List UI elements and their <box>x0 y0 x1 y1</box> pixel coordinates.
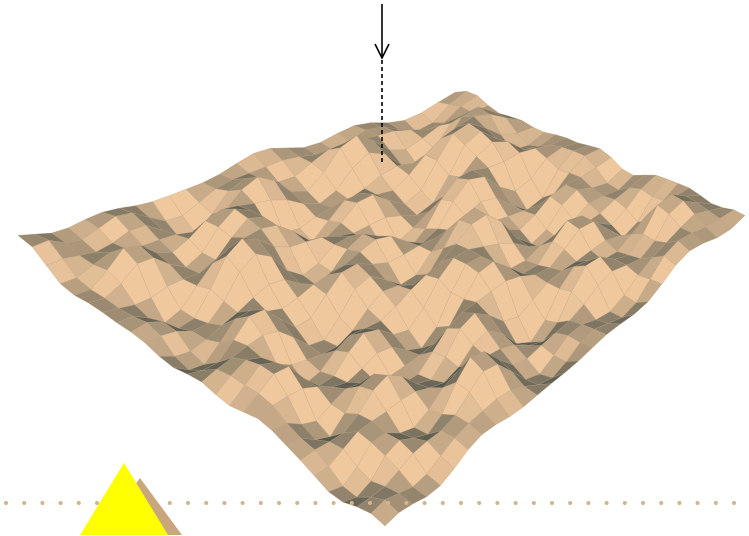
ground-dot <box>258 501 263 505</box>
ground-dot <box>58 501 63 505</box>
ground-dot <box>22 501 27 505</box>
terrain-facet <box>370 499 400 527</box>
terrain-surface <box>17 90 746 527</box>
ground-dot <box>550 501 554 505</box>
ground-dot <box>513 501 518 505</box>
ground-dot <box>495 501 500 505</box>
ground-dot <box>440 501 445 505</box>
ground-dot <box>313 501 318 505</box>
ground-dot <box>186 501 190 505</box>
ground-dot <box>695 501 700 505</box>
ground-dot <box>531 501 536 505</box>
ground-dot <box>295 501 300 505</box>
ground-dot <box>331 501 336 505</box>
ground-dot <box>368 501 372 505</box>
ground-dot <box>349 501 354 505</box>
ground-dot <box>386 501 391 505</box>
ground-dot <box>4 501 8 505</box>
ground-dot <box>422 501 427 505</box>
ground-dot <box>204 501 209 505</box>
ground-dot <box>604 501 609 505</box>
ground-dot <box>404 501 409 505</box>
ground-dot <box>167 501 172 505</box>
ground-dot <box>477 501 482 505</box>
ground-dot <box>76 501 81 505</box>
ground-dot <box>568 501 573 505</box>
ground-dot <box>40 501 45 505</box>
ground-dot <box>659 501 664 505</box>
marker-triangle <box>80 463 168 535</box>
ground-dot <box>277 501 281 505</box>
ground-dot <box>95 501 99 505</box>
ground-dot <box>641 501 645 505</box>
ground-dot <box>459 501 463 505</box>
ground-dot <box>622 501 627 505</box>
ground-dot <box>222 501 227 505</box>
ground-dot <box>713 501 718 505</box>
ground-dot <box>677 501 682 505</box>
ground-dot <box>240 501 245 505</box>
ground-dot <box>586 501 591 505</box>
pointer-arrow-head <box>374 43 390 60</box>
ground-dot <box>732 501 736 505</box>
